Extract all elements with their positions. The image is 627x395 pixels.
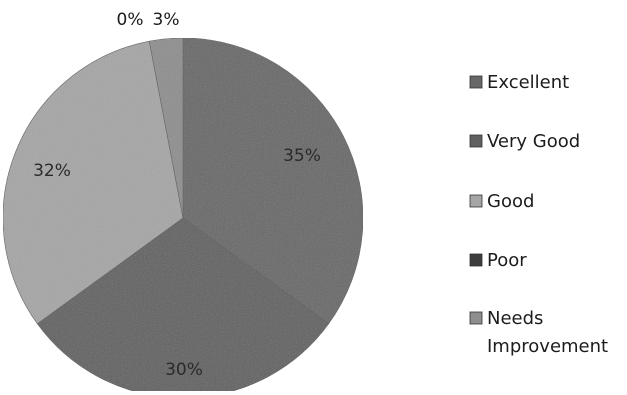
data-label-very-good: 30%: [165, 360, 203, 380]
data-label-poor: 0%: [117, 10, 144, 30]
legend-label-good: Good: [487, 191, 534, 212]
legend-label-needs-improvement: Needs Improvement: [487, 308, 608, 357]
data-label-good: 32%: [33, 161, 71, 181]
pie-slice-good: [2, 40, 184, 325]
legend-swatch-poor: [469, 253, 483, 267]
legend-item-poor: Poor: [469, 250, 527, 271]
pie-slice-needs-improvement: [148, 37, 184, 219]
legend-item-good: Good: [469, 191, 534, 212]
data-label-needs-improvement: 3%: [153, 10, 180, 30]
legend-label-excellent: Excellent: [487, 72, 569, 93]
data-label-excellent: 35%: [283, 146, 321, 166]
legend-item-needs-improvement: Needs Improvement: [469, 308, 608, 357]
legend-label-very-good: Very Good: [487, 131, 580, 152]
chart-legend: Excellent Very Good Good Poor Needs Improveme…: [469, 72, 608, 357]
legend-swatch-very-good: [469, 134, 483, 148]
legend-item-very-good: Very Good: [469, 131, 580, 152]
pie-slices: [2, 37, 364, 395]
legend-item-excellent: Excellent: [469, 72, 569, 93]
pie-data-labels: 35% 30% 32% 0% 3%: [33, 10, 321, 380]
legend-swatch-good: [469, 194, 483, 208]
pie-slice-excellent: [182, 37, 364, 325]
legend-swatch-excellent: [469, 75, 483, 89]
pie-slice-very-good: [36, 217, 330, 395]
legend-swatch-needs-improvement: [469, 311, 483, 325]
legend-label-poor: Poor: [487, 250, 527, 271]
